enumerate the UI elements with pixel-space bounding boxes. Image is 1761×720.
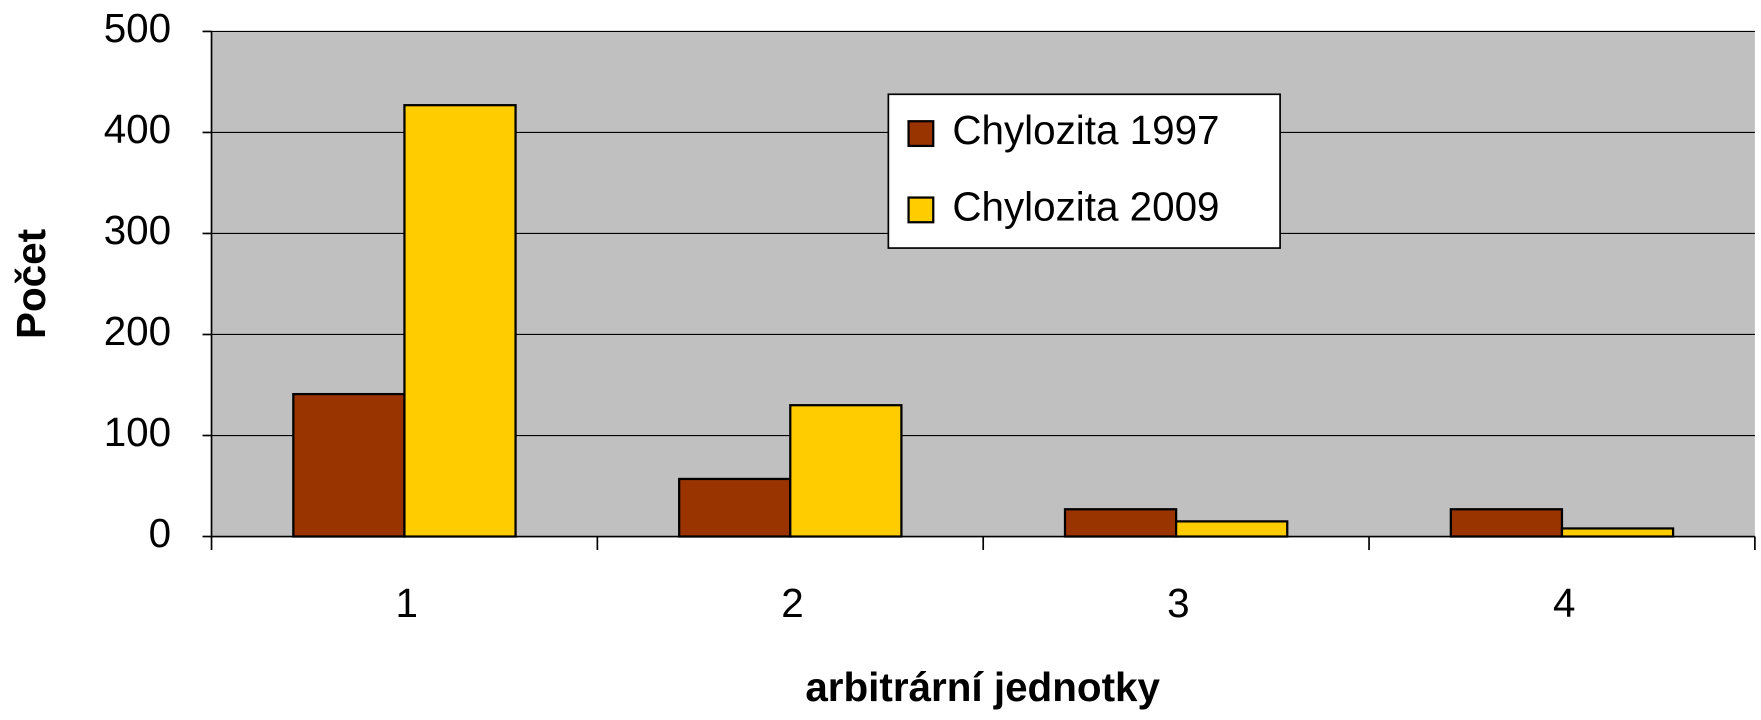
x-axis-label: arbitrární jednotky bbox=[805, 664, 1160, 710]
bar bbox=[789, 404, 903, 538]
legend-box bbox=[887, 93, 1281, 249]
x-tick-label: 1 bbox=[395, 580, 417, 626]
y-tick-label: 300 bbox=[104, 207, 171, 253]
bar bbox=[1449, 508, 1564, 538]
x-tick-label: 4 bbox=[1553, 580, 1575, 626]
legend-swatch bbox=[907, 120, 935, 148]
bar bbox=[1175, 520, 1289, 538]
y-tick-label: 100 bbox=[104, 409, 171, 455]
x-tick-label: 2 bbox=[781, 580, 803, 626]
y-tick-label: 0 bbox=[149, 510, 171, 556]
legend-label: Chylozita 2009 bbox=[952, 184, 1219, 230]
legend-swatch bbox=[907, 196, 935, 224]
y-axis-label: Počet bbox=[8, 229, 54, 339]
legend-label: Chylozita 1997 bbox=[952, 107, 1219, 153]
y-tick-label: 500 bbox=[104, 5, 171, 51]
y-tick-label: 200 bbox=[104, 308, 171, 354]
legend: Chylozita 1997 Chylozita 2009 bbox=[887, 93, 1281, 249]
bar bbox=[1063, 508, 1178, 538]
bar bbox=[292, 392, 406, 538]
y-tick-label: 400 bbox=[104, 106, 171, 152]
x-tick-label: 3 bbox=[1167, 580, 1189, 626]
bar bbox=[403, 104, 517, 538]
bar bbox=[1560, 527, 1675, 538]
bar bbox=[678, 477, 792, 538]
